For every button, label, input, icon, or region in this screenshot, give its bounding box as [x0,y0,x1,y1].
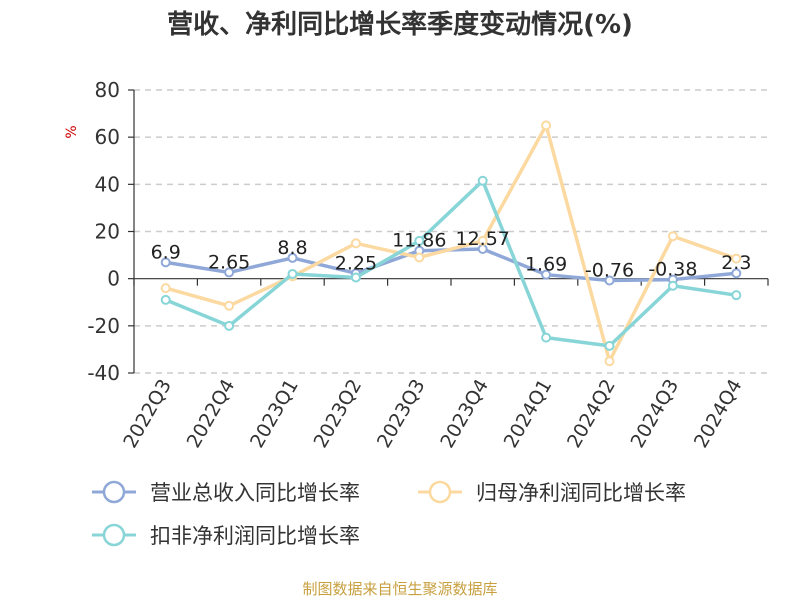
data-label: 12.57 [455,228,509,250]
series-3-point [350,272,361,283]
data-label: -0.38 [648,259,697,281]
data-label: 11.86 [392,230,446,252]
series-3-point [414,235,425,246]
series-3-point [160,294,171,305]
series-1-point [541,269,552,280]
series-3-point [604,340,615,351]
series-1-point [731,268,742,279]
y-tick-label: -20 [87,314,120,338]
grid-layer [134,89,768,374]
series-2-point [667,231,678,242]
y-tick-label: 20 [95,220,120,244]
series-3-point [667,280,678,291]
data-label: 6.9 [151,241,181,263]
series-1-point [224,267,235,278]
legend-label: 扣非净利润同比增长率 [150,524,360,548]
legend-label: 营业总收入同比增长率 [150,481,360,505]
data-label: 2.3 [721,252,751,274]
series-2-point [350,238,361,249]
y-tick-label: 80 [95,78,120,102]
y-tick-label: 40 [95,172,120,196]
series-line-3 [165,179,737,348]
legend-swatch-marker [102,480,126,504]
series-2-point [477,235,488,246]
x-tick-label: 2024Q2 [563,376,620,452]
series-1-point [287,252,298,263]
x-tick-label: 2024Q1 [500,376,557,452]
x-tick-label: 2022Q4 [183,376,240,452]
legend-label: 归母净利润同比增长率 [476,481,686,505]
series-2-point [604,356,615,367]
series-1-point [160,257,171,268]
y-tick-label: -40 [87,361,120,385]
y-tick-label: 0 [107,267,120,291]
data-label: 2.25 [335,252,377,274]
y-tick-label: 60 [95,125,120,149]
x-tick-label: 2023Q4 [436,376,493,452]
series-3-point [541,332,552,343]
x-tick-label: 2022Q3 [119,376,176,452]
series-2-point [160,283,171,294]
series-3-point [731,290,742,301]
x-tick-label: 2023Q3 [373,376,430,452]
series-3-point [477,175,488,186]
series-1-point [604,275,615,286]
x-tick-label: 2024Q4 [690,376,747,452]
data-label-layer: 6.9 2.65 8.8 2.25 11.86 12.57 1.69 -0.76 -0.38 2.… [151,228,752,281]
series-2-point [414,252,425,263]
data-label: -0.76 [585,259,634,281]
x-tick-label: 2023Q1 [246,376,303,452]
series-line-2 [165,123,737,363]
legend-swatch-marker [102,523,126,547]
source-note: 制图数据来自恒生聚源数据库 [302,580,497,598]
data-label: 8.8 [277,237,307,259]
series-3-point [224,320,235,331]
chart-title: 营收、净利同比增长率季度变动情况(%) [167,9,633,40]
series-2-point [224,300,235,311]
x-tick-label: 2023Q2 [309,376,366,452]
series-layer [160,120,742,367]
x-tick-label: 2024Q3 [626,376,683,452]
series-2-point [731,253,742,264]
y-axis-unit: % [64,125,80,138]
data-label: 2.65 [208,251,250,273]
data-label: 1.69 [525,254,567,276]
series-3-point [287,268,298,279]
legend-swatch-marker [428,480,452,504]
series-2-point [541,120,552,131]
